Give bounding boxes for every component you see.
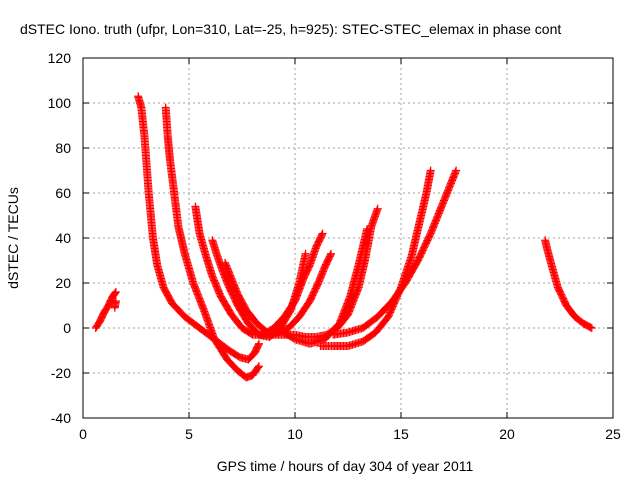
y-tick-label: 120 xyxy=(48,50,72,66)
y-tick-label: 60 xyxy=(55,185,71,201)
data-point-marker xyxy=(254,341,263,350)
chart-title: dSTEC Iono. truth (ufpr, Lon=310, Lat=-2… xyxy=(20,21,561,37)
data-points xyxy=(91,92,596,382)
data-point-marker xyxy=(373,204,382,213)
data-point-marker xyxy=(426,166,435,175)
data-point-marker xyxy=(363,225,372,233)
y-tick-label: 0 xyxy=(63,320,71,336)
x-axis-label: GPS time / hours of day 304 of year 2011 xyxy=(217,458,474,474)
y-tick-label: 80 xyxy=(55,140,71,156)
y-tick-label: 20 xyxy=(55,275,71,291)
data-point-marker xyxy=(254,339,263,348)
data-point-marker xyxy=(317,230,326,239)
x-tick-label: 20 xyxy=(499,426,515,442)
y-tick-label: -40 xyxy=(51,410,71,426)
y-axis-label: dSTEC / TECUs xyxy=(5,187,21,289)
data-point-marker xyxy=(326,251,335,260)
data-point-marker xyxy=(586,323,595,332)
x-tick-label: 25 xyxy=(605,426,621,442)
x-tick-label: 0 xyxy=(79,426,87,442)
axis-ticks: 0 5 10 15 20 25 -40 -20 0 20 40 60 80 100 120 xyxy=(48,50,621,442)
y-tick-label: 40 xyxy=(55,230,71,246)
data-point-marker xyxy=(111,289,120,298)
data-point-marker xyxy=(254,363,263,372)
data-point-marker xyxy=(452,166,461,175)
data-point-marker xyxy=(111,288,120,296)
data-point-marker xyxy=(301,249,310,258)
grid-lines xyxy=(83,58,613,418)
x-tick-label: 5 xyxy=(185,426,193,442)
x-tick-label: 10 xyxy=(287,426,303,442)
data-point-marker xyxy=(327,249,336,258)
y-tick-label: 100 xyxy=(48,95,72,111)
data-point-marker xyxy=(254,362,263,371)
data-point-marker xyxy=(318,229,327,238)
data-point-marker xyxy=(111,297,120,305)
data-point-marker xyxy=(587,324,596,332)
x-tick-label: 15 xyxy=(393,426,409,442)
y-tick-label: -20 xyxy=(51,365,71,381)
